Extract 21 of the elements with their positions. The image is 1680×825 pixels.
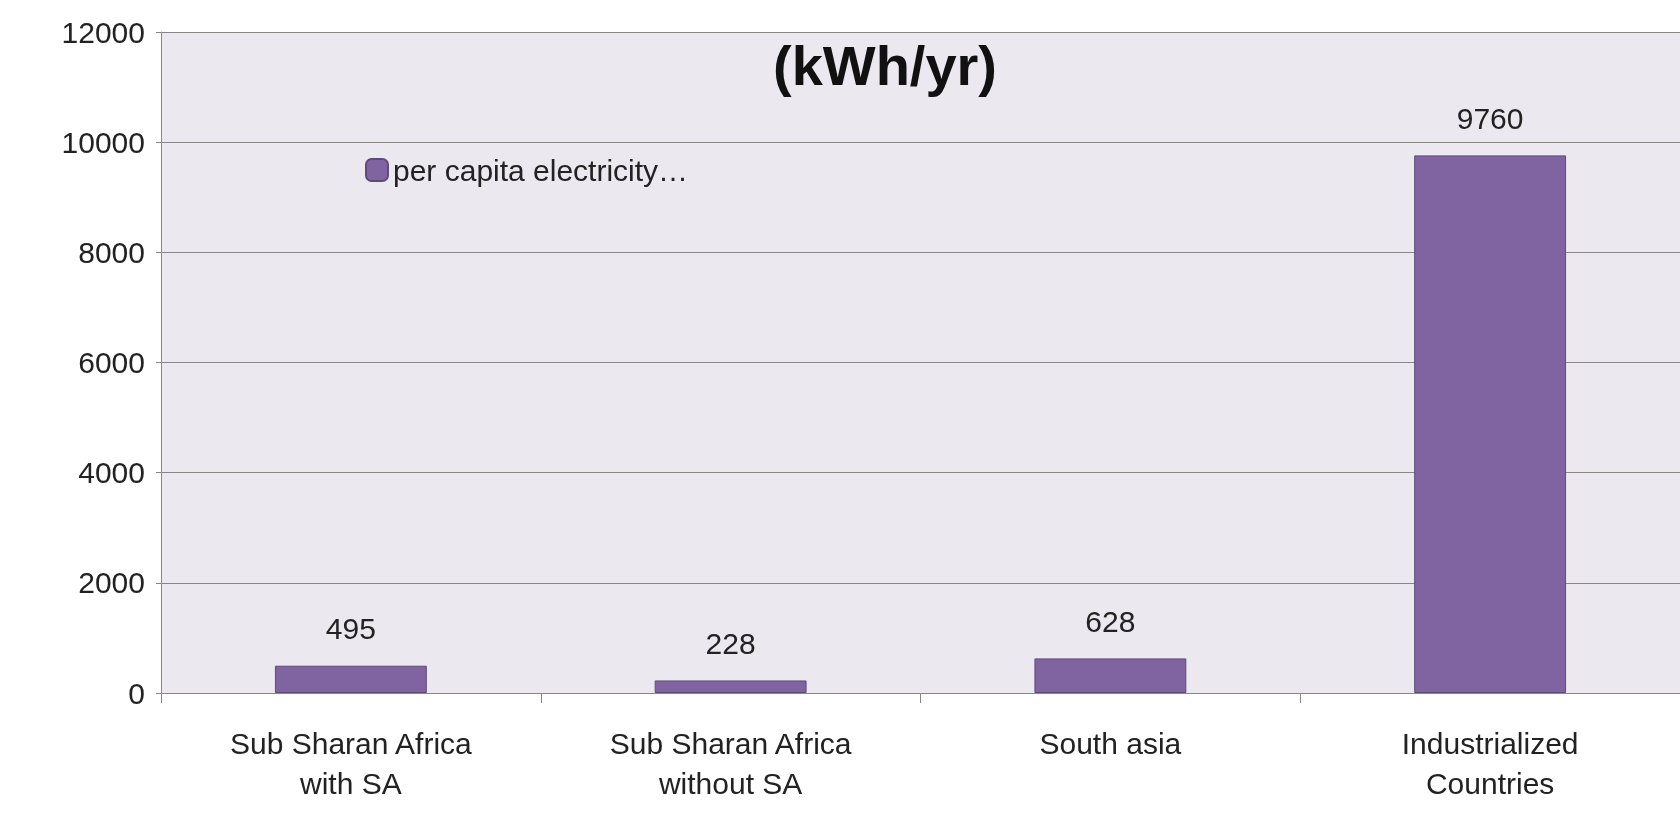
chart-title: (kWh/yr) [773,33,997,97]
bar [654,680,807,693]
y-tick-label: 8000 [78,235,145,269]
y-tick-label: 10000 [61,125,145,159]
x-tick-label: South asia [1039,726,1182,760]
y-tick-label: 12000 [61,15,145,49]
legend-label: per capita electricity… [393,153,689,187]
x-tick-label: Sub Sharan Africa without SA [609,726,852,800]
y-tick-label: 0 [128,676,145,710]
y-tick-label: 6000 [78,346,145,379]
data-label: 628 [1085,604,1136,638]
bar [274,665,427,693]
x-tick-label: Industrialized Countries [1401,726,1579,800]
y-tick-label: 4000 [78,456,145,490]
data-label: 9760 [1456,101,1524,135]
data-label: 228 [705,626,756,660]
bar [1034,658,1187,693]
x-tick-label: Sub Sharan Africa with SA [229,726,473,800]
bar [1414,155,1567,693]
y-tick-label: 2000 [78,566,145,600]
data-label: 495 [325,612,376,646]
